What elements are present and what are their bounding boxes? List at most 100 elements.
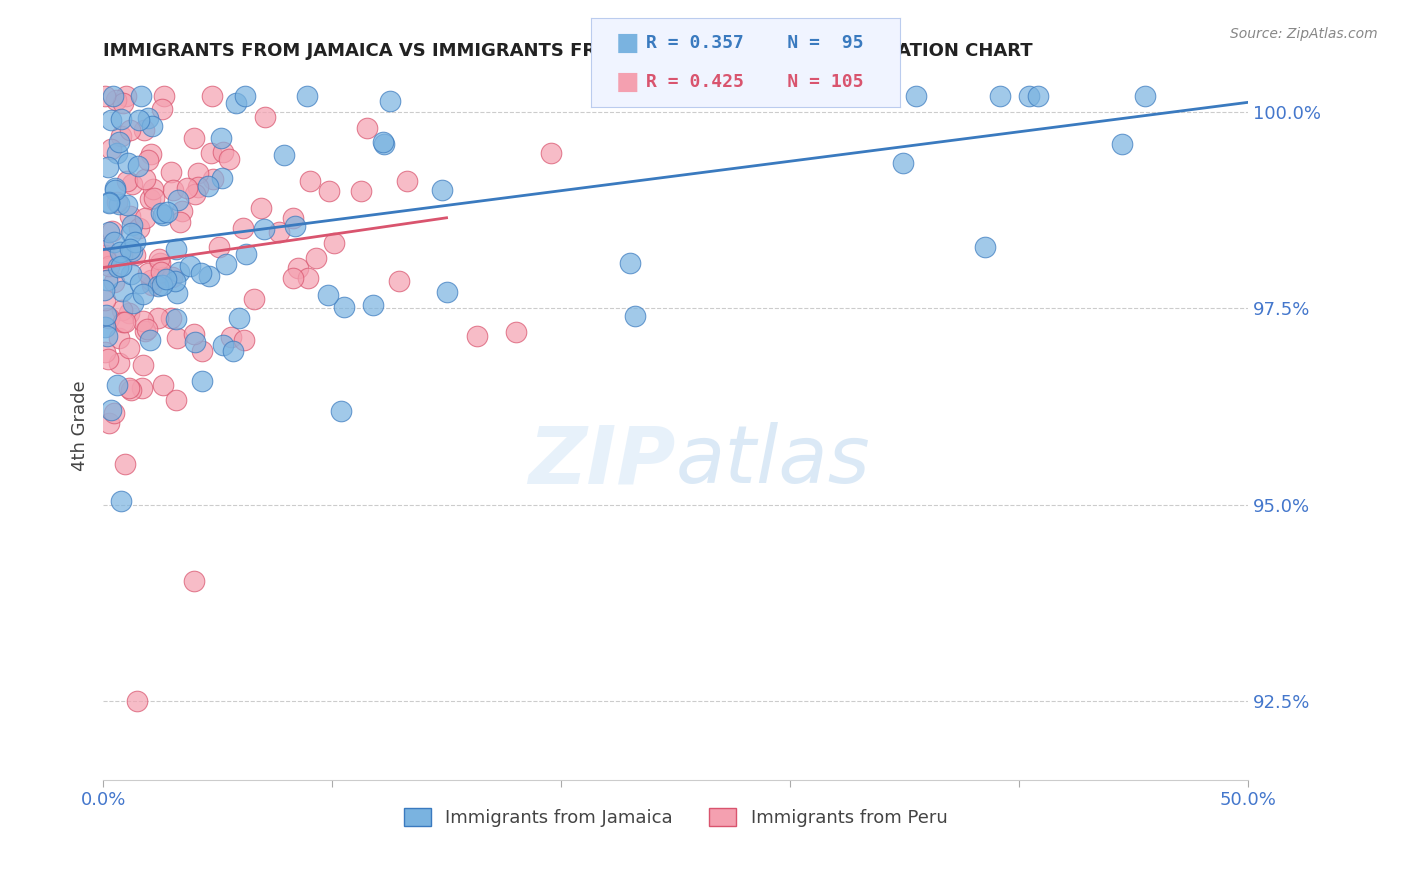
Point xyxy=(94,89,117,103)
Point xyxy=(540,146,562,161)
Point xyxy=(121,218,143,232)
Point xyxy=(103,275,125,289)
Point xyxy=(136,266,159,280)
Point xyxy=(253,222,276,236)
Point xyxy=(114,457,136,471)
Point xyxy=(152,378,174,392)
Point xyxy=(107,260,129,274)
Point xyxy=(287,261,309,276)
Point xyxy=(233,333,256,347)
Point xyxy=(110,494,132,508)
Point xyxy=(141,277,163,292)
Point xyxy=(94,345,117,359)
Point xyxy=(103,406,125,420)
Point xyxy=(305,251,328,265)
Point xyxy=(169,214,191,228)
Text: ■: ■ xyxy=(616,31,638,54)
Point xyxy=(96,273,118,287)
Point xyxy=(318,184,340,198)
Point xyxy=(118,242,141,256)
Point xyxy=(97,259,120,273)
Point xyxy=(606,89,628,103)
Point xyxy=(114,315,136,329)
Point xyxy=(184,187,207,202)
Point xyxy=(243,292,266,306)
Point xyxy=(624,309,647,323)
Point xyxy=(100,112,122,127)
Point xyxy=(118,381,141,395)
Point xyxy=(118,306,141,320)
Point xyxy=(298,174,321,188)
Point xyxy=(122,296,145,310)
Point xyxy=(155,205,177,219)
Text: Source: ZipAtlas.com: Source: ZipAtlas.com xyxy=(1230,27,1378,41)
Point xyxy=(211,338,233,352)
Point xyxy=(120,226,142,240)
Point xyxy=(350,184,373,198)
Point xyxy=(249,201,271,215)
Y-axis label: 4th Grade: 4th Grade xyxy=(72,381,89,471)
Point xyxy=(93,241,115,255)
Point xyxy=(163,274,186,288)
Point xyxy=(136,153,159,167)
Point xyxy=(233,89,256,103)
Point xyxy=(155,272,177,286)
Point xyxy=(209,131,232,145)
Point xyxy=(281,211,304,226)
Point xyxy=(183,327,205,342)
Point xyxy=(120,383,142,397)
Point xyxy=(100,142,122,156)
Legend: Immigrants from Jamaica, Immigrants from Peru: Immigrants from Jamaica, Immigrants from… xyxy=(396,800,955,834)
Point xyxy=(97,225,120,239)
Point xyxy=(201,171,224,186)
Point xyxy=(138,192,160,206)
Point xyxy=(179,259,201,273)
Point xyxy=(197,179,219,194)
Point xyxy=(218,152,240,166)
Point xyxy=(138,334,160,348)
Point xyxy=(1111,136,1133,151)
Point xyxy=(988,89,1011,103)
Point xyxy=(232,221,254,235)
Point xyxy=(143,190,166,204)
Point xyxy=(200,145,222,160)
Point xyxy=(165,242,187,256)
Point xyxy=(219,330,242,344)
Point xyxy=(149,205,172,219)
Point xyxy=(141,146,163,161)
Point xyxy=(127,159,149,173)
Point xyxy=(505,325,527,339)
Point xyxy=(160,311,183,326)
Point xyxy=(120,267,142,281)
Point xyxy=(141,182,163,196)
Point xyxy=(105,378,128,392)
Point xyxy=(128,112,150,127)
Point xyxy=(111,284,134,298)
Point xyxy=(212,145,235,160)
Point xyxy=(94,320,117,334)
Point xyxy=(1018,89,1040,103)
Point xyxy=(96,253,118,268)
Point xyxy=(754,89,776,103)
Text: ■: ■ xyxy=(616,70,638,94)
Point xyxy=(166,392,188,407)
Point xyxy=(904,89,927,103)
Point xyxy=(333,300,356,314)
Point xyxy=(93,283,115,297)
Point xyxy=(132,314,155,328)
Point xyxy=(111,315,134,329)
Point xyxy=(104,183,127,197)
Point xyxy=(187,166,209,180)
Point xyxy=(167,265,190,279)
Point xyxy=(108,331,131,345)
Point xyxy=(108,196,131,211)
Point xyxy=(104,181,127,195)
Point xyxy=(148,252,170,266)
Point xyxy=(150,265,173,279)
Point xyxy=(166,331,188,345)
Text: IMMIGRANTS FROM JAMAICA VS IMMIGRANTS FROM PERU 4TH GRADE CORRELATION CHART: IMMIGRANTS FROM JAMAICA VS IMMIGRANTS FR… xyxy=(103,42,1033,60)
Point xyxy=(183,131,205,145)
Point xyxy=(152,103,174,117)
Text: ZIP: ZIP xyxy=(529,423,675,500)
Point xyxy=(135,322,157,336)
